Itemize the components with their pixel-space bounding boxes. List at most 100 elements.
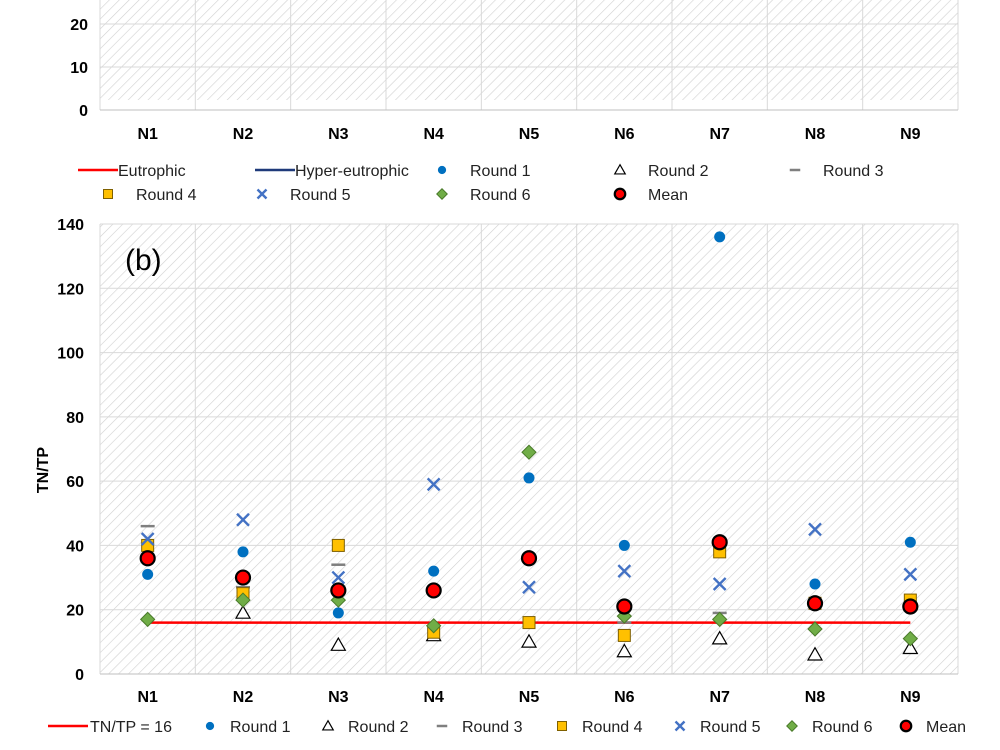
point-circle-n5 bbox=[523, 472, 535, 484]
legend-marker-r1 bbox=[205, 721, 215, 731]
legend-label: Round 1 bbox=[230, 719, 291, 736]
point-x-n1 bbox=[140, 532, 155, 546]
point-diamond-n1 bbox=[139, 611, 156, 628]
x-tick-label: N2 bbox=[233, 126, 254, 143]
series-round-5 bbox=[140, 477, 918, 595]
panel-b-y-ticks: 0 20 40 60 80 100 120 140 bbox=[57, 217, 84, 684]
point-circle-n6 bbox=[618, 539, 630, 551]
point-triangle-n7 bbox=[711, 630, 728, 645]
legend-label: Round 5 bbox=[290, 187, 351, 204]
point-mean-n7 bbox=[711, 534, 728, 551]
point-x-n2 bbox=[236, 512, 250, 527]
y-tick-label: 60 bbox=[66, 474, 84, 491]
point-x-n9 bbox=[903, 567, 918, 582]
legend-label: Round 2 bbox=[348, 719, 409, 736]
panel-b-y-axis-label: TN/TP bbox=[35, 447, 52, 494]
x-tick-label: N4 bbox=[423, 689, 444, 706]
point-diamond-n9 bbox=[902, 630, 919, 647]
legend-marker-r5 bbox=[256, 188, 268, 200]
point-mean-n4 bbox=[425, 582, 442, 599]
point-triangle-n9 bbox=[902, 640, 919, 655]
x-tick-label: N2 bbox=[233, 689, 254, 706]
point-diamond-n2 bbox=[235, 592, 251, 608]
series-mean bbox=[139, 534, 919, 615]
point-mean-n1 bbox=[139, 550, 156, 567]
panel-a-x-ticks: N1 N2 N3 N4 N5 N6 N7 N8 N9 bbox=[137, 126, 920, 143]
point-x-n3 bbox=[331, 570, 346, 585]
point-x-n5 bbox=[522, 580, 536, 595]
panel-b: 0 20 40 60 80 100 120 140 N1 N2 N3 N4 N5 N6 N7 N8 N9 (b… bbox=[35, 217, 966, 736]
point-triangle-n8 bbox=[806, 646, 824, 661]
legend-label: Round 3 bbox=[823, 163, 884, 180]
point-triangle-n5 bbox=[520, 633, 538, 648]
panel-b-data-points bbox=[139, 231, 919, 661]
y-tick-label: 20 bbox=[66, 603, 84, 620]
legend-marker-r4 bbox=[103, 189, 113, 199]
y-tick-label: 20 bbox=[70, 17, 88, 34]
point-circle-n8 bbox=[809, 578, 821, 590]
x-tick-label: N8 bbox=[805, 126, 826, 143]
legend-marker-r1 bbox=[437, 165, 447, 175]
point-square-n5 bbox=[522, 616, 536, 630]
point-triangle-n2 bbox=[234, 604, 252, 619]
point-circle-n1 bbox=[142, 568, 154, 580]
x-tick-label: N9 bbox=[900, 126, 921, 143]
legend-label: Round 4 bbox=[136, 187, 197, 204]
x-tick-label: N8 bbox=[805, 689, 826, 706]
legend-marker-r2 bbox=[321, 719, 335, 731]
legend-label: Round 6 bbox=[812, 719, 873, 736]
panel-b-legend: TN/TP = 16 Round 1 Round 2 Round 3 Round 4 Ro… bbox=[48, 719, 966, 736]
legend-marker-r5 bbox=[674, 720, 686, 732]
y-tick-label: 0 bbox=[79, 103, 88, 120]
point-diamond-n5 bbox=[521, 444, 537, 460]
y-tick-label: 10 bbox=[70, 60, 88, 77]
legend-label: Round 4 bbox=[582, 719, 643, 736]
point-x-n8 bbox=[808, 522, 822, 537]
panel-a-gridlines bbox=[99, 0, 959, 111]
point-mean-n3 bbox=[330, 582, 347, 599]
legend-label: Mean bbox=[648, 187, 688, 204]
point-diamond-n8 bbox=[807, 621, 823, 637]
point-mean-n8 bbox=[806, 595, 824, 612]
point-square-n6 bbox=[617, 628, 631, 642]
legend-marker-r6 bbox=[786, 720, 798, 732]
y-tick-label: 100 bbox=[57, 346, 84, 363]
panel-a: 0 10 20 N1 N2 N3 N4 N5 N6 N7 N8 N9 Eutrophic Hyper-… bbox=[70, 0, 959, 204]
point-circle-n2 bbox=[237, 546, 249, 558]
point-x-n7 bbox=[712, 577, 727, 591]
x-tick-label: N7 bbox=[709, 126, 730, 143]
legend-label: Round 1 bbox=[470, 163, 531, 180]
point-mean-n5 bbox=[520, 550, 538, 567]
legend-label: Round 3 bbox=[462, 719, 523, 736]
point-x-n4 bbox=[426, 477, 441, 492]
y-tick-label: 40 bbox=[66, 538, 84, 555]
panel-a-y-ticks: 0 10 20 bbox=[70, 17, 88, 120]
x-tick-label: N1 bbox=[137, 126, 158, 143]
y-tick-label: 0 bbox=[75, 667, 84, 684]
series-round-6 bbox=[139, 444, 919, 647]
point-square-n1 bbox=[141, 538, 155, 552]
x-tick-label: N6 bbox=[614, 126, 635, 143]
x-tick-label: N1 bbox=[137, 689, 158, 706]
point-diamond-n4 bbox=[425, 618, 442, 634]
series-round-1 bbox=[142, 231, 916, 619]
legend-marker-mean bbox=[613, 187, 627, 201]
x-tick-label: N5 bbox=[519, 126, 540, 143]
point-mean-n9 bbox=[902, 598, 919, 615]
panel-a-plot-area bbox=[100, 0, 958, 100]
point-square-n3 bbox=[331, 538, 345, 552]
legend-label: Eutrophic bbox=[118, 163, 186, 180]
y-tick-label: 80 bbox=[66, 410, 84, 427]
point-circle-n3 bbox=[332, 607, 344, 619]
point-mean-n6 bbox=[616, 598, 633, 615]
panel-b-x-ticks: N1 N2 N3 N4 N5 N6 N7 N8 N9 bbox=[137, 689, 920, 706]
y-tick-label: 140 bbox=[57, 217, 84, 234]
point-circle-n9 bbox=[904, 536, 916, 548]
x-tick-label: N7 bbox=[709, 689, 730, 706]
legend-label: Round 5 bbox=[700, 719, 761, 736]
x-tick-label: N6 bbox=[614, 689, 635, 706]
point-diamond-n7 bbox=[711, 611, 728, 628]
legend-marker-r2 bbox=[613, 163, 627, 175]
legend-marker-mean bbox=[899, 719, 913, 733]
